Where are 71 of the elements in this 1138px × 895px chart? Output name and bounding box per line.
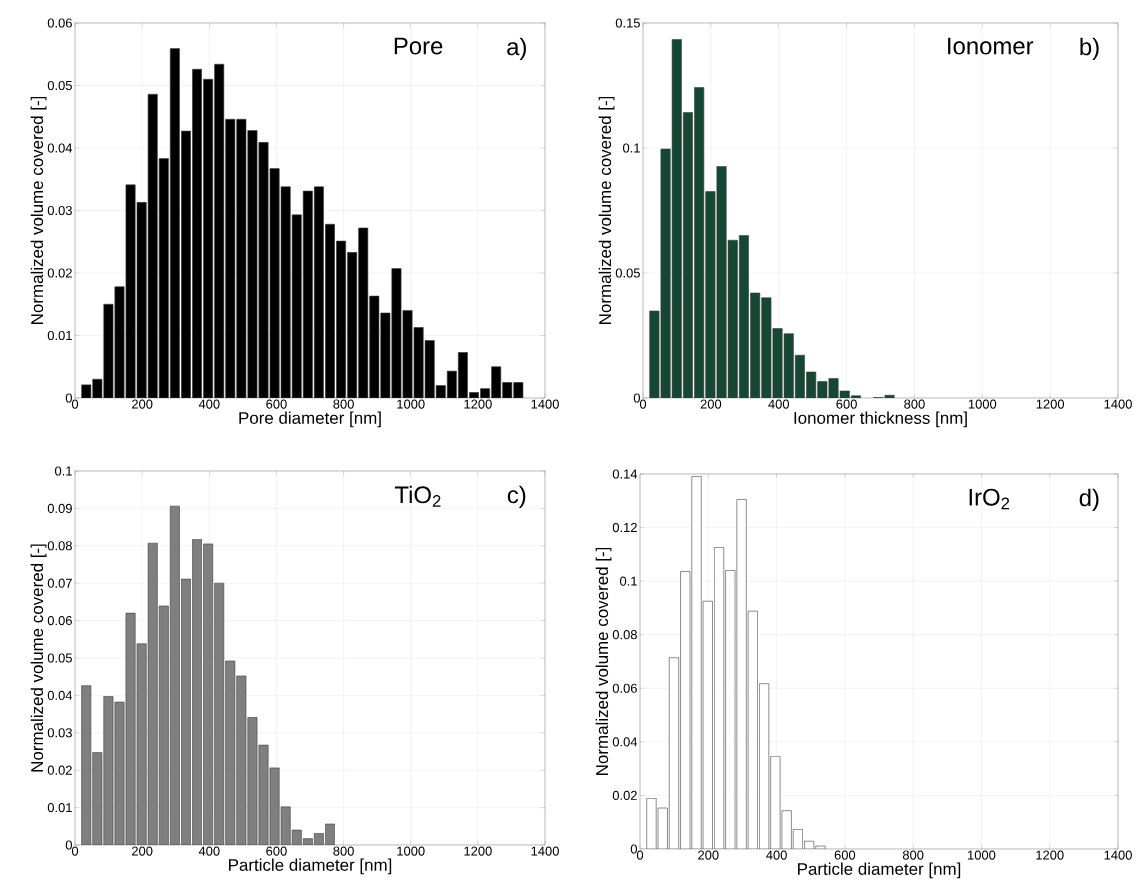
y-tick-label: 0.14 — [612, 469, 638, 479]
annotation: d) — [1079, 488, 1099, 512]
y-tick-label: 0.08 — [47, 541, 72, 551]
x-tick-label: 600 — [834, 850, 856, 860]
y-tick-label: 0.09 — [47, 503, 72, 513]
annotation: b) — [1080, 37, 1099, 61]
x-tick-label: 600 — [266, 846, 287, 856]
x-tick-label: 0 — [639, 399, 647, 409]
y-tick-label: 0.02 — [47, 268, 72, 278]
y-tick-label: 0.08 — [612, 630, 637, 640]
y-axis-title: Normalized volume covered [-] — [595, 547, 612, 775]
y-tick-label: 0.01 — [47, 803, 72, 813]
y-tick-label: 0.02 — [47, 765, 72, 775]
y-tick-label: 0.05 — [47, 653, 72, 663]
annotation: a) — [507, 37, 526, 61]
y-tick-label: 0.04 — [612, 737, 638, 747]
x-tick-label: 1400 — [531, 399, 559, 409]
x-tick-label: 1000 — [397, 399, 425, 409]
y-tick-label: 0.01 — [47, 330, 72, 341]
x-tick-label: 1200 — [1036, 850, 1064, 860]
x-tick-label: 400 — [768, 399, 790, 409]
annotation: Pore — [394, 37, 443, 55]
x-axis-title: Pore diameter [nm] — [239, 411, 381, 428]
y-tick-label: 0.06 — [47, 615, 72, 626]
x-axis-title: Particle diameter [nm] — [229, 858, 392, 875]
y-tick-label: 0.03 — [47, 205, 72, 216]
x-tick-label: 1000 — [397, 846, 425, 856]
x-tick-label: 200 — [132, 399, 153, 409]
annotation: c) — [507, 485, 526, 508]
y-tick-label: 0.02 — [612, 790, 637, 800]
x-tick-label: 200 — [700, 399, 722, 409]
y-tick-label: 0.03 — [47, 728, 72, 738]
y-tick-label: 0.04 — [47, 143, 73, 153]
x-tick-label: 600 — [266, 399, 287, 409]
x-tick-label: 600 — [836, 399, 857, 409]
x-tick-label: 200 — [132, 846, 153, 856]
x-tick-label: 1200 — [464, 846, 492, 856]
y-tick-label: 0.15 — [615, 18, 640, 28]
y-tick-label: 0.1 — [54, 466, 72, 476]
y-axis-title: Normalized volume covered [-] — [30, 544, 47, 772]
y-tick-label: 0.06 — [612, 683, 637, 693]
y-tick-label: 0.1 — [619, 576, 637, 586]
annotation: Ionomer — [948, 37, 1034, 55]
x-tick-label: 400 — [766, 850, 787, 860]
y-tick-label: 0.12 — [612, 522, 637, 533]
x-tick-label: 200 — [698, 850, 719, 860]
x-tick-label: 1400 — [1104, 399, 1132, 409]
x-tick-label: 800 — [904, 399, 925, 409]
x-tick-label: 400 — [198, 399, 220, 409]
x-axis-title: Ionomer thickness [nm] — [794, 411, 967, 428]
x-tick-label: 1000 — [968, 850, 996, 860]
x-tick-label: 1400 — [531, 846, 559, 856]
y-axis-title: Normalized volume covered [-] — [30, 96, 47, 324]
x-tick-label: 1200 — [464, 399, 492, 409]
y-tick-label: 0.1 — [622, 143, 640, 153]
y-tick-label: 0.05 — [47, 80, 72, 91]
x-tick-label: 800 — [902, 850, 924, 860]
x-tick-label: 1200 — [1036, 399, 1065, 409]
y-axis-title: Normalized volume covered [-] — [598, 96, 615, 324]
y-tick-label: 0.06 — [47, 18, 72, 28]
annotation: TiO$_{2}$ — [394, 485, 441, 507]
x-tick-label: 1400 — [1104, 850, 1132, 860]
annotation: IrO$_{2}$ — [969, 488, 1010, 510]
x-tick-label: 800 — [333, 399, 354, 409]
x-tick-label: 800 — [333, 846, 354, 856]
x-tick-label: 400 — [198, 846, 220, 856]
y-tick-label: 0.07 — [47, 578, 72, 588]
y-tick-label: 0.05 — [615, 268, 640, 278]
x-tick-label: 1000 — [968, 399, 997, 409]
x-axis-title: Particle diameter [nm] — [798, 862, 961, 879]
y-tick-label: 0.04 — [47, 690, 73, 700]
